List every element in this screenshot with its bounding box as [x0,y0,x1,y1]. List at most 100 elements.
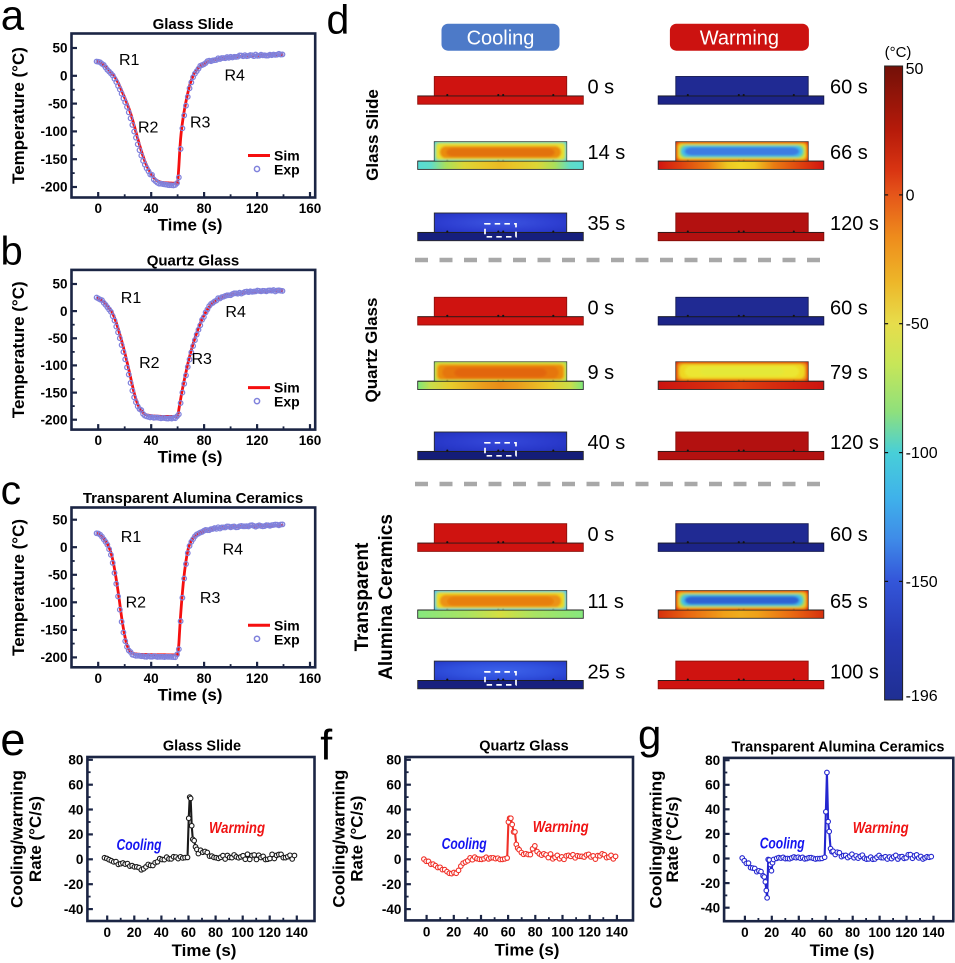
svg-text:20: 20 [386,827,401,842]
svg-text:0: 0 [94,671,102,686]
svg-text:-200: -200 [40,650,67,665]
svg-text:20: 20 [764,925,779,940]
svg-text:Warming: Warming [533,819,589,836]
svg-text:Sim: Sim [274,148,300,164]
svg-text:Warming: Warming [209,820,265,837]
svg-text:Warming: Warming [853,820,909,837]
svg-text:0: 0 [60,69,68,84]
svg-text:0 s: 0 s [588,524,615,546]
svg-text:100: 100 [551,924,574,939]
svg-text:g: g [638,711,661,758]
svg-text:Sim: Sim [274,617,300,633]
svg-text:80: 80 [208,925,223,940]
svg-text:Cooling: Cooling [760,836,805,853]
svg-text:0: 0 [906,187,915,204]
svg-text:Alumina Ceramics: Alumina Ceramics [376,514,397,680]
svg-text:-50: -50 [48,96,68,111]
svg-text:60 s: 60 s [830,524,868,546]
svg-text:-40: -40 [382,902,402,917]
svg-text:Quartz Glass: Quartz Glass [479,739,568,755]
svg-text:-150: -150 [40,623,67,638]
svg-text:160: 160 [299,671,322,686]
svg-text:Exp: Exp [274,162,300,178]
svg-text:0: 0 [60,304,68,319]
svg-text:35 s: 35 s [588,213,626,235]
svg-text:Cooling: Cooling [442,836,487,853]
svg-text:120: 120 [246,201,269,216]
svg-text:-200: -200 [40,180,67,195]
svg-text:11 s: 11 s [588,591,624,613]
svg-text:-40: -40 [701,901,721,916]
svg-text:0: 0 [76,852,84,867]
svg-text:80: 80 [197,201,212,216]
svg-text:Cooling: Cooling [467,27,535,49]
svg-text:-20: -20 [382,877,402,892]
svg-text:120 s: 120 s [830,213,879,235]
svg-text:Time (s): Time (s) [810,941,875,960]
svg-text:40: 40 [386,802,401,817]
svg-text:0: 0 [103,925,111,940]
svg-text:-150: -150 [40,385,67,400]
svg-text:80: 80 [68,753,83,768]
svg-text:14 s: 14 s [588,142,626,164]
svg-text:40: 40 [144,671,159,686]
svg-text:R3: R3 [192,351,213,368]
svg-text:0 s: 0 s [588,77,615,99]
svg-text:20: 20 [127,925,142,940]
svg-text:Transparent Alumina Ceramics: Transparent Alumina Ceramics [731,739,944,755]
svg-text:R3: R3 [200,590,221,607]
svg-text:0: 0 [60,540,68,555]
svg-text:120: 120 [258,925,281,940]
svg-text:-100: -100 [40,358,67,373]
svg-text:Cooling/warming: Cooling/warming [8,770,27,908]
svg-text:R1: R1 [121,529,142,546]
svg-text:60: 60 [705,778,720,793]
svg-text:50: 50 [52,512,67,527]
svg-text:-20: -20 [64,877,84,892]
svg-text:-20: -20 [701,876,721,891]
svg-text:80: 80 [386,753,401,768]
svg-text:Quartz Glass: Quartz Glass [362,298,381,403]
svg-text:0: 0 [713,851,721,866]
svg-text:-200: -200 [40,412,67,427]
svg-text:Cooling: Cooling [117,837,162,854]
svg-text:100: 100 [868,925,891,940]
svg-text:40: 40 [473,924,488,939]
svg-text:0: 0 [94,201,102,216]
svg-text:Time (s): Time (s) [172,941,237,960]
svg-text:40 s: 40 s [588,432,626,454]
svg-text:-100: -100 [40,124,67,139]
svg-text:80: 80 [528,924,543,939]
svg-text:60: 60 [181,925,196,940]
svg-text:160: 160 [299,433,322,448]
svg-text:120: 120 [246,671,269,686]
svg-text:-100: -100 [906,445,938,462]
svg-text:Glass Slide: Glass Slide [163,739,241,755]
svg-text:Time (s): Time (s) [158,685,223,704]
svg-text:40: 40 [68,802,83,817]
svg-text:-100: -100 [40,595,67,610]
svg-text:40: 40 [144,433,159,448]
svg-text:60: 60 [501,924,516,939]
svg-text:Rate (°C/s): Rate (°C/s) [347,796,366,882]
svg-text:Glass Slide: Glass Slide [153,16,234,33]
svg-text:50: 50 [52,41,67,56]
svg-text:60: 60 [68,778,83,793]
svg-text:100: 100 [231,925,254,940]
svg-text:R4: R4 [223,542,244,559]
svg-text:60 s: 60 s [830,298,868,320]
svg-text:80: 80 [705,753,720,768]
svg-text:R1: R1 [119,52,140,69]
svg-text:140: 140 [286,925,309,940]
svg-text:Exp: Exp [274,631,300,647]
svg-text:-40: -40 [64,902,84,917]
svg-text:-150: -150 [906,574,938,591]
svg-text:Time (s): Time (s) [495,940,560,959]
svg-text:e: e [0,714,25,765]
svg-text:Cooling/warming: Cooling/warming [647,771,666,909]
svg-text:Transparent: Transparent [352,542,373,651]
svg-text:0: 0 [423,924,431,939]
svg-text:140: 140 [606,924,629,939]
svg-text:Warming: Warming [700,27,779,49]
svg-text:40: 40 [705,802,720,817]
